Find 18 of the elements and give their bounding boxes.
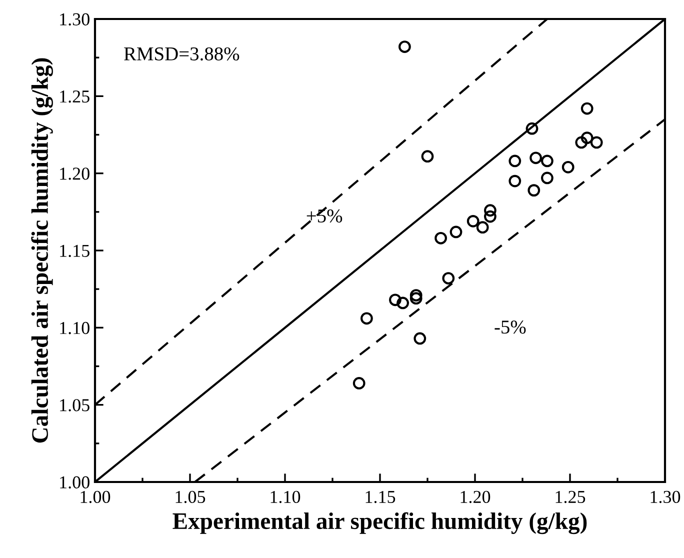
x-axis-title: Experimental air specific humidity (g/kg)	[172, 512, 587, 534]
x-tick-label: 1.25	[556, 490, 586, 504]
x-tick-label: 1.30	[650, 490, 680, 504]
y-tick-label: 1.00	[60, 476, 90, 489]
annotation: RMSD=3.88%	[124, 47, 240, 61]
y-tick-label: 1.20	[60, 168, 90, 180]
x-tick-label: 1.10	[270, 490, 300, 504]
x-tick-label: 1.00	[80, 490, 110, 504]
annotation: -5%	[494, 320, 526, 334]
y-tick-label: 1.25	[60, 90, 90, 103]
x-tick-label: 1.05	[176, 490, 206, 504]
x-tick-label: 1.20	[460, 490, 490, 504]
y-axis-title: Calculated air specific humidity (g/kg)	[31, 58, 53, 443]
y-tick-label: 1.10	[60, 322, 90, 334]
y-tick-label: 1.30	[60, 13, 90, 26]
x-tick-label: 1.15	[366, 490, 396, 504]
y-tick-label: 1.05	[60, 399, 90, 412]
y-tick-label: 1.15	[60, 244, 90, 258]
